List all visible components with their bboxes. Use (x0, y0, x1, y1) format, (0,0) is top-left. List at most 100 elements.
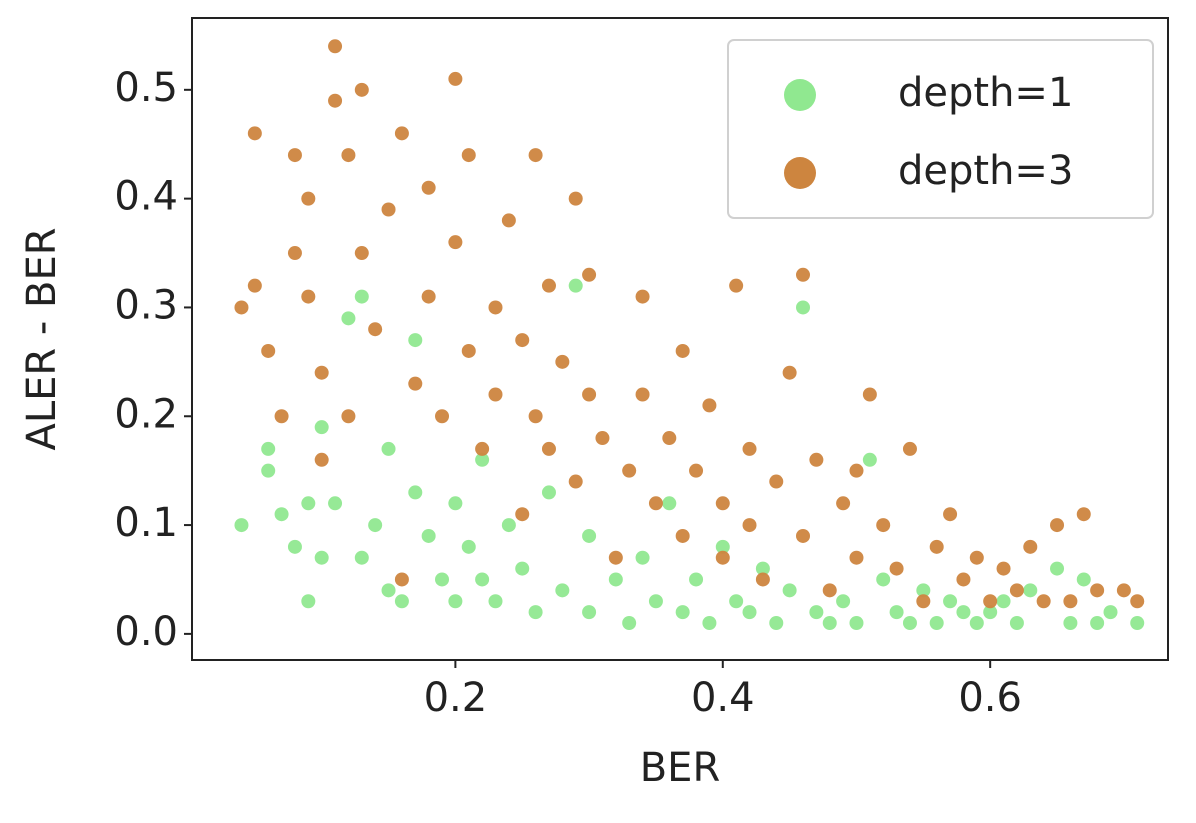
point (582, 387, 597, 402)
point (261, 463, 276, 478)
point (1116, 583, 1131, 598)
point (394, 594, 409, 609)
point (622, 463, 637, 478)
point (261, 441, 276, 456)
point (314, 365, 329, 380)
point (488, 300, 503, 315)
point (715, 550, 730, 565)
y-tick-label: 0.2 (114, 391, 178, 437)
point (354, 82, 369, 97)
point (368, 518, 383, 533)
point (822, 616, 837, 631)
point (983, 605, 998, 620)
point (435, 572, 450, 587)
point (328, 39, 343, 54)
point (381, 202, 396, 217)
point (702, 616, 717, 631)
point (1103, 605, 1118, 620)
point (689, 572, 704, 587)
point (461, 343, 476, 358)
point (715, 496, 730, 511)
point (943, 507, 958, 522)
point (488, 594, 503, 609)
point (582, 267, 597, 282)
point (541, 441, 556, 456)
point (515, 561, 530, 576)
point (408, 376, 423, 391)
point (435, 409, 450, 424)
point (943, 594, 958, 609)
point (448, 235, 463, 250)
point (996, 561, 1011, 576)
point (862, 452, 877, 467)
point (1023, 583, 1038, 598)
point (287, 148, 302, 163)
point (956, 605, 971, 620)
point (421, 180, 436, 195)
point (836, 496, 851, 511)
point (234, 300, 249, 315)
point (515, 333, 530, 348)
point (234, 518, 249, 533)
point (662, 431, 677, 446)
point (301, 289, 316, 304)
point (448, 496, 463, 511)
point (836, 594, 851, 609)
point (929, 616, 944, 631)
point (582, 528, 597, 543)
point (1063, 616, 1078, 631)
point (916, 583, 931, 598)
point (648, 496, 663, 511)
point (301, 594, 316, 609)
point (1009, 583, 1024, 598)
point (287, 246, 302, 261)
point (501, 213, 516, 228)
x-axis-label: BER (640, 745, 721, 791)
point (1130, 616, 1145, 631)
point (582, 605, 597, 620)
point (354, 289, 369, 304)
point (849, 463, 864, 478)
point (274, 409, 289, 424)
point (568, 474, 583, 489)
point (314, 420, 329, 435)
point (1090, 616, 1105, 631)
point (1063, 594, 1078, 609)
point (475, 441, 490, 456)
point (635, 550, 650, 565)
x-tick-label: 0.6 (958, 675, 1022, 721)
point (876, 518, 891, 533)
point (675, 343, 690, 358)
legend-label: depth=1 (898, 70, 1073, 116)
point (929, 539, 944, 554)
point (902, 616, 917, 631)
point (381, 441, 396, 456)
point (421, 528, 436, 543)
point (247, 278, 262, 293)
point (635, 387, 650, 402)
point (996, 594, 1011, 609)
point (1050, 561, 1065, 576)
point (622, 616, 637, 631)
point (354, 550, 369, 565)
point (969, 616, 984, 631)
legend-box (727, 39, 1154, 219)
point (1036, 594, 1051, 609)
point (889, 561, 904, 576)
point (1130, 594, 1145, 609)
point (715, 539, 730, 554)
point (475, 452, 490, 467)
point (368, 322, 383, 337)
point (822, 583, 837, 598)
point (341, 409, 356, 424)
point (755, 572, 770, 587)
point (408, 333, 423, 348)
point (809, 605, 824, 620)
point (689, 463, 704, 478)
point (769, 474, 784, 489)
point (421, 289, 436, 304)
point (274, 507, 289, 522)
point (555, 354, 570, 369)
